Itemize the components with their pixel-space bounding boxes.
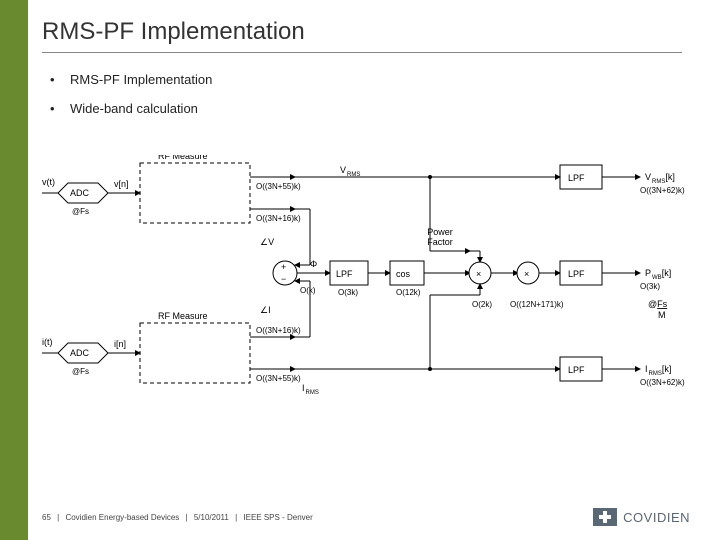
- footer-venue: IEEE SPS - Denver: [243, 513, 312, 522]
- label-out-irms: IRMS[k]: [645, 364, 671, 377]
- svg-text:LPF: LPF: [568, 173, 585, 183]
- footer-source: Covidien Energy-based Devices: [65, 513, 179, 522]
- svg-text:cos: cos: [396, 269, 411, 279]
- svg-text:×: ×: [476, 269, 481, 279]
- svg-text:+: +: [281, 262, 286, 272]
- svg-text:O((3N+55)k): O((3N+55)k): [256, 374, 301, 383]
- brand-logo: COVIDIEN: [593, 508, 690, 526]
- svg-text:O((12N+171)k): O((12N+171)k): [510, 300, 564, 309]
- label-adc-v: ADC: [70, 188, 90, 198]
- label-fs-v: @Fs: [72, 207, 89, 216]
- svg-text:O(2k): O(2k): [472, 300, 492, 309]
- label-vn: v[n]: [114, 179, 129, 189]
- label-in: i[n]: [114, 339, 126, 349]
- label-v-o1: O((3N+55)k): [256, 182, 301, 191]
- block-rfmeasure-v: [140, 163, 250, 223]
- label-vrms-mid: VRMS: [340, 165, 360, 178]
- label-irms-mid: IRMS: [302, 383, 319, 396]
- bullet-item: •RMS-PF Implementation: [50, 72, 212, 87]
- label-phi: Φ: [310, 259, 317, 269]
- svg-text:O(3k): O(3k): [338, 288, 358, 297]
- svg-text:−: −: [281, 274, 286, 284]
- bullet-list: •RMS-PF Implementation •Wide-band calcul…: [50, 72, 212, 130]
- plus-icon: [593, 508, 617, 526]
- title-underline: [42, 52, 682, 53]
- slide-footer: 65 | Covidien Energy-based Devices | 5/1…: [42, 513, 317, 522]
- bullet-text: RMS-PF Implementation: [70, 72, 212, 87]
- label-angI: ∠I: [260, 305, 271, 315]
- block-diagram: v(t) ADC @Fs v[n] RF Measure O((3N+55)k)…: [40, 155, 700, 435]
- svg-text:O(k): O(k): [300, 286, 316, 295]
- svg-text:O((3N+62)k): O((3N+62)k): [640, 378, 685, 387]
- svg-text:LPF: LPF: [336, 269, 353, 279]
- svg-text:×: ×: [524, 269, 529, 279]
- label-v-o2: O((3N+16)k): [256, 214, 301, 223]
- svg-text:RF Measure: RF Measure: [158, 311, 208, 321]
- accent-sidebar: [0, 0, 28, 540]
- bullet-text: Wide-band calculation: [70, 101, 198, 116]
- svg-text:LPF: LPF: [568, 365, 585, 375]
- svg-text:LPF: LPF: [568, 269, 585, 279]
- label-clock: @Fs: [648, 299, 668, 309]
- label-rfm-v: RF Measure: [158, 155, 208, 161]
- footer-page: 65: [42, 513, 51, 522]
- label-angV: ∠V: [260, 237, 274, 247]
- page-title: RMS-PF Implementation: [42, 18, 305, 46]
- svg-text:O((3N+62)k): O((3N+62)k): [640, 186, 685, 195]
- svg-text:O((3N+16)k): O((3N+16)k): [256, 326, 301, 335]
- label-out-vrms: VRMS[k]: [645, 172, 675, 185]
- label-iin: i(t): [42, 337, 53, 347]
- bullet-item: •Wide-band calculation: [50, 101, 212, 116]
- svg-text:ADC: ADC: [70, 348, 90, 358]
- svg-text:O(3k): O(3k): [640, 282, 660, 291]
- footer-date: 5/10/2011: [194, 513, 229, 522]
- svg-text:@Fs: @Fs: [72, 367, 89, 376]
- svg-text:M: M: [658, 310, 666, 320]
- brand-name: COVIDIEN: [623, 510, 690, 525]
- label-vin: v(t): [42, 177, 55, 187]
- svg-text:O(12k): O(12k): [396, 288, 421, 297]
- label-out-pwb: PWB[k]: [645, 268, 671, 281]
- label-pf: PowerFactor: [427, 227, 453, 247]
- block-rfmeasure-i: [140, 323, 250, 383]
